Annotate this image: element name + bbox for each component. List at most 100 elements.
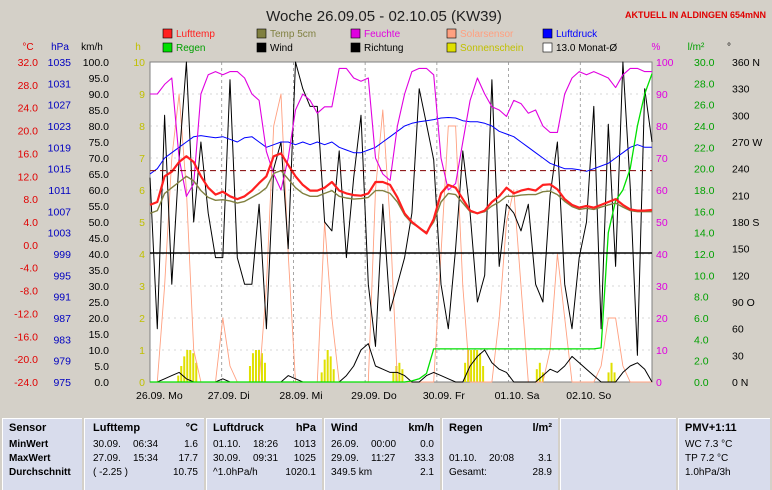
wind-distance: 349.5 km [331,467,373,478]
tick-label-rain: 22.0 [694,142,715,154]
wind-panel: Wind km/h 26.09. 00:00 0.0 29.09. 11:27 33.3… [324,418,440,490]
tick-label-rain: 4.0 [694,334,709,346]
tick-label-pressure: 1015 [48,164,72,176]
tick-label-wind: 55.0 [89,201,110,213]
axis-unit-direction: ° [727,42,731,53]
tick-label-sun: 0 [139,377,145,389]
legend-swatch [542,42,553,53]
tick-label-direction: 360 N [732,57,760,69]
series-lines [149,61,653,383]
sunshine-bar [476,350,479,382]
wind-unit: km/h [408,422,434,434]
tick-label-humidity: 0 [656,377,662,389]
regen-total-label: Gesamt: [449,467,487,478]
legend-swatch [446,42,457,53]
sensor-panel: Sensor MinWert MaxWert Durchschnitt [2,418,82,490]
tick-label-wind: 95.0 [89,73,110,85]
tick-label-direction: 90 O [732,297,755,309]
empty-panel [560,418,676,490]
x-tick-label: 02.10. So [566,390,611,402]
sunshine-bar [479,353,482,382]
tick-label-direction: 60 [732,324,744,336]
sunshine-bar [332,369,335,382]
pmv-dewpoint: TP 7.2 °C [685,453,729,464]
tick-label-wind: 15.0 [89,329,110,341]
tick-label-humidity: 70 [656,153,668,165]
sunshine-bar [541,372,544,382]
statistics-table: Sensor MinWert MaxWert Durchschnitt Luft… [0,412,772,490]
tick-label-wind: 25.0 [89,297,110,309]
tick-label-pressure: 1027 [48,100,72,112]
tick-label-rain: 24.0 [694,121,715,133]
tick-label-temp: -12.0 [14,308,38,320]
tick-label-humidity: 80 [656,121,668,133]
tick-label-temp: 16.0 [18,148,39,160]
lufttemp-min-time: 06:34 [133,439,159,450]
right-axes: 100908070605040302010030.028.026.024.022… [656,57,762,389]
tick-label-wind: 35.0 [89,265,110,277]
lufttemp-avg-note: ( -2.25 ) [93,467,129,478]
legend-swatch [256,42,267,53]
tick-label-temp: 20.0 [18,126,39,138]
tick-label-temp: -8.0 [20,286,38,298]
tick-label-pressure: 1031 [48,78,72,90]
tick-label-sun: 7 [139,153,145,165]
tick-label-pressure: 999 [53,249,71,261]
tick-label-rain: 10.0 [694,270,715,282]
sunshine-bar [263,362,266,382]
wind-max-value: 33.3 [414,453,434,464]
tick-label-wind: 20.0 [89,313,110,325]
tick-label-pressure: 1035 [48,57,72,69]
axis-unit-humidity: % [652,42,661,53]
luftdruck-max-value: 1025 [293,453,316,464]
tick-label-direction: 210 [732,190,750,202]
pmv-pressure-trend: 1.0hPa/3h [685,467,731,478]
axis-unit-rain: l/m² [688,42,705,53]
tick-label-rain: 12.0 [694,249,715,261]
lufttemp-unit: °C [185,422,198,434]
series-line-luftdruck [149,117,652,175]
luftdruck-max-date: 30.09. [213,453,241,464]
luftdruck-avg-value: 1020.1 [285,467,316,478]
tick-label-wind: 0.0 [94,377,109,389]
live-location-label: AKTUELL IN ALDINGEN 654mNN [625,10,766,20]
luftdruck-min-date: 01.10. [213,439,241,450]
tick-label-wind: 10.0 [89,345,110,357]
wind-avg-value: 2.1 [420,467,434,478]
legend-label: Regen [176,43,205,54]
tick-label-pressure: 987 [53,313,71,325]
sunshine-bar [192,353,195,382]
left-axes: 32.028.024.020.016.012.08.04.00.0-4.0-8.… [14,57,145,389]
tick-label-pressure: 991 [53,292,71,304]
regen-header: Regen [449,422,483,434]
luftdruck-trend: ^1.0hPa/h [213,467,258,478]
x-tick-label: 26.09. Mo [136,390,183,402]
plot-area [149,61,653,383]
tick-label-temp: 32.0 [18,57,39,69]
tick-label-rain: 8.0 [694,292,709,304]
legend-swatch [162,42,173,53]
tick-label-wind: 75.0 [89,137,110,149]
sunshine-bar [607,372,610,382]
tick-label-pressure: 983 [53,334,71,346]
legend-swatch [542,28,553,39]
sunshine-bar [535,369,538,382]
wind-min-date: 26.09. [331,439,359,450]
tick-label-sun: 5 [139,217,145,229]
sunshine-bar [248,366,251,382]
axis-unit-sun: h [135,42,141,53]
sunshine-bar [257,350,260,382]
tick-label-direction: 330 [732,84,750,96]
tick-label-wind: 60.0 [89,185,110,197]
tick-label-rain: 6.0 [694,313,709,325]
legend-swatch [446,28,457,39]
pmv-panel: PMV+1:11 WC 7.3 °C TP 7.2 °C 1.0hPa/3h [678,418,770,490]
sunshine-bar [177,375,180,382]
tick-label-wind: 50.0 [89,217,110,229]
tick-label-sun: 8 [139,121,145,133]
axis-units: °C hPa km/h h% l/m² ° [22,42,731,53]
tick-label-temp: -4.0 [20,263,38,275]
axis-unit-temp: °C [22,42,33,53]
luftdruck-header: Luftdruck [213,422,264,434]
tick-label-rain: 18.0 [694,185,715,197]
